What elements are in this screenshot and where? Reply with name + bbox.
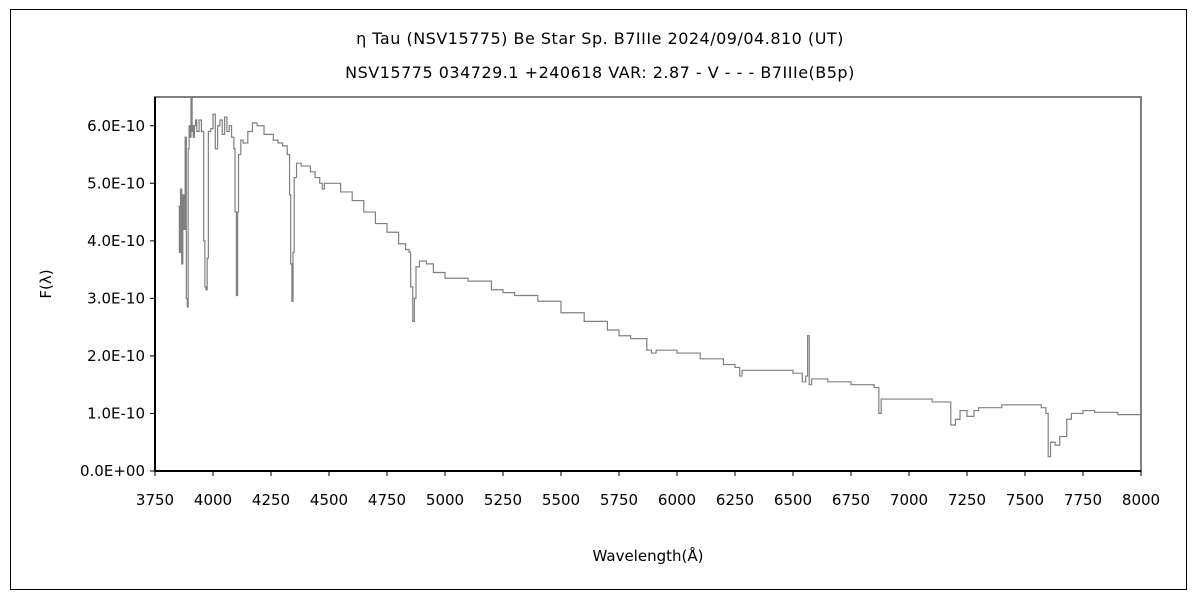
x-axis-label: Wavelength(Å)	[593, 546, 704, 565]
x-tick-label: 6000	[658, 491, 696, 509]
x-tick-label: 7750	[1064, 491, 1102, 509]
x-tick-label: 7250	[948, 491, 986, 509]
x-tick-label: 4750	[368, 491, 406, 509]
x-tick-label: 4250	[252, 491, 290, 509]
x-tick-label: 6500	[774, 491, 812, 509]
x-tick-label: 3750	[136, 491, 174, 509]
y-tick-label: 1.0E-10	[87, 404, 145, 422]
x-tick-label: 4500	[310, 491, 348, 509]
y-tick-label: 5.0E-10	[87, 174, 145, 192]
y-tick-label: 0.0E+00	[80, 462, 145, 480]
x-tick-label: 7000	[890, 491, 928, 509]
x-tick-label: 7500	[1006, 491, 1044, 509]
y-axis-label: F(λ)	[37, 269, 55, 298]
y-tick-label: 2.0E-10	[87, 347, 145, 365]
y-tick-label: 6.0E-10	[87, 117, 145, 135]
x-tick-label: 4000	[194, 491, 232, 509]
x-tick-label: 8000	[1122, 491, 1160, 509]
x-tick-label: 5000	[426, 491, 464, 509]
x-tick-label: 6250	[716, 491, 754, 509]
spectrum-line	[178, 96, 1142, 458]
x-tick-label: 5500	[542, 491, 580, 509]
x-tick-label: 6750	[832, 491, 870, 509]
y-tick-label: 4.0E-10	[87, 232, 145, 250]
chart-frame	[10, 9, 1187, 590]
plot-area	[154, 96, 1142, 472]
chart-title: η Tau (NSV15775) Be Star Sp. B7IIIe 2024…	[356, 29, 844, 48]
x-tick-label: 5750	[600, 491, 638, 509]
y-tick-label: 3.0E-10	[87, 289, 145, 307]
chart-subtitle: NSV15775 034729.1 +240618 VAR: 2.87 - V …	[345, 63, 855, 82]
x-tick-label: 5250	[484, 491, 522, 509]
